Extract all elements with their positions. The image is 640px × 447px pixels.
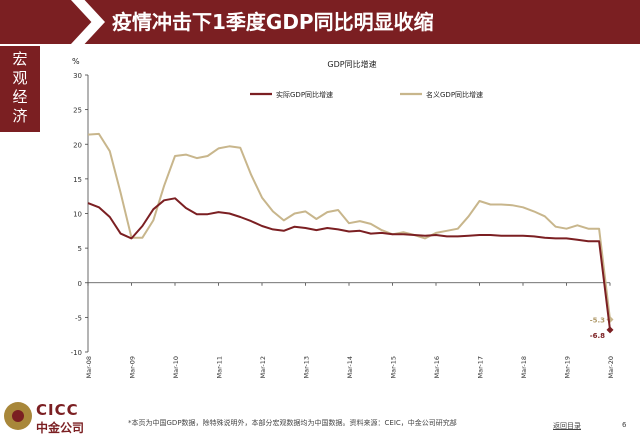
y-tick-label: -5 (75, 314, 82, 322)
x-tick-label: Mar-13 (303, 356, 311, 378)
y-tick-label: -10 (71, 349, 82, 357)
y-tick-label: 30 (73, 72, 82, 80)
end-label-real-gdp: -6.8 (590, 332, 605, 340)
y-axis-unit: % (72, 57, 80, 66)
series-line-nominal-gdp (87, 132, 611, 320)
y-tick-label: 25 (73, 107, 82, 115)
x-tick-label: Mar-15 (390, 356, 398, 378)
x-tick-label: Mar-10 (172, 356, 180, 378)
page-number: 6 (622, 421, 627, 429)
title-bar (0, 0, 640, 44)
x-tick-label: Mar-16 (433, 356, 441, 378)
y-tick-label: 10 (73, 211, 82, 219)
x-tick-label: Mar-11 (216, 356, 224, 378)
logo-text-en: CICC (36, 401, 79, 419)
series-line-real-gdp (87, 197, 611, 330)
y-tick-label: 5 (78, 245, 82, 253)
x-tick-label: Mar-19 (564, 356, 572, 378)
legend-label: 实际GDP同比增速 (276, 90, 333, 99)
end-marker-real-gdp (606, 326, 614, 334)
y-tick-label: 15 (73, 176, 82, 184)
source-footnote: *本页为中国GDP数据，除特殊说明外，本部分宏观数据均为中国数据。资料来源：CE… (128, 419, 457, 427)
x-tick-label: Mar-12 (259, 356, 267, 378)
slide-title: 疫情冲击下1季度GDP同比明显收缩 (112, 10, 434, 34)
end-label-nominal-gdp: -5.3 (590, 316, 605, 324)
y-tick-label: 20 (73, 141, 82, 149)
x-tick-label: Mar-20 (607, 356, 615, 378)
legend-label: 名义GDP同比增速 (426, 90, 483, 99)
x-tick-label: Mar-08 (85, 356, 93, 378)
logo-text-cn: 中金公司 (36, 421, 85, 435)
chart-title: GDP同比增速 (327, 59, 376, 69)
x-tick-label: Mar-17 (477, 356, 485, 378)
y-tick-label: 0 (78, 280, 82, 288)
cicc-logo: CICC 中金公司 (4, 400, 124, 442)
x-tick-label: Mar-18 (520, 356, 528, 378)
back-to-contents-link[interactable]: 返回目录 (553, 422, 581, 430)
x-tick-label: Mar-14 (346, 356, 354, 378)
section-tab-label: 宏观经济 (12, 50, 28, 125)
section-tab (0, 46, 40, 132)
logo-circle-icon (4, 402, 32, 430)
x-tick-label: Mar-09 (129, 356, 137, 378)
